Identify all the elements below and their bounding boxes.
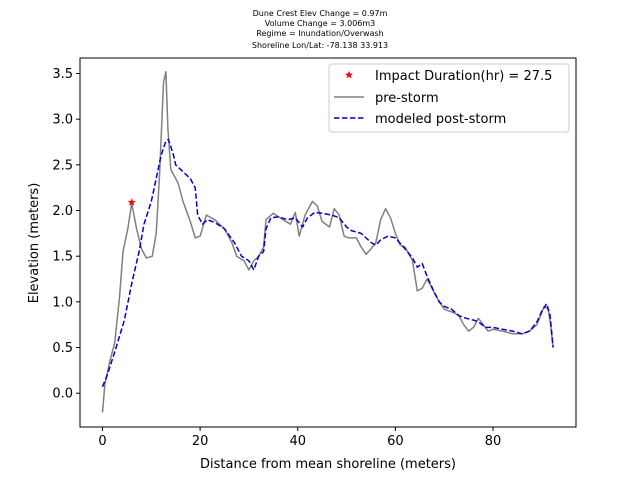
y-tick-label: 0.0	[52, 387, 73, 402]
title-line-4: Shoreline Lon/Lat: -78.138 33.913	[251, 41, 389, 50]
series-line-modeled-post-storm	[101, 138, 554, 388]
x-tick-label: 40	[289, 434, 306, 449]
y-tick-label: 1.5	[52, 250, 73, 265]
series-layer	[101, 70, 554, 413]
legend: Impact Duration(hr) = 27.5 pre-storm mod…	[328, 63, 570, 133]
legend-entry-post-storm: modeled post-storm	[375, 112, 506, 127]
y-tick-label: 1.0	[52, 295, 73, 310]
plot-frame	[79, 57, 577, 428]
x-tick-label: 0	[98, 434, 106, 449]
series-line-pre-storm	[101, 70, 554, 413]
x-axis-label: Distance from mean shoreline (meters)	[200, 457, 456, 472]
y-tick-label: 0.5	[52, 341, 73, 356]
y-tick-label: 2.0	[52, 204, 73, 219]
title-line-1: Dune Crest Elev Change = 0.97m	[252, 9, 388, 18]
x-tick-label: 20	[192, 434, 209, 449]
title-line-2: Volume Change = 3.006m3	[264, 19, 376, 28]
legend-box	[328, 63, 570, 133]
x-tick-label: 80	[485, 434, 502, 449]
marker-layer	[127, 198, 136, 206]
legend-entry-pre-storm: pre-storm	[375, 91, 439, 106]
x-axis-ticks: 0 20 40 60 80	[98, 427, 501, 449]
y-axis-ticks: 0.0 0.5 1.0 1.5 2.0 2.5 3.0 3.5	[52, 67, 80, 402]
legend-entry-impact-duration: Impact Duration(hr) = 27.5	[375, 69, 552, 84]
y-tick-label: 2.5	[52, 158, 73, 173]
title-line-3: Regime = Inundation/Overwash	[256, 29, 384, 38]
impact-duration-star-marker	[127, 198, 136, 206]
y-axis-label: Elevation (meters)	[27, 183, 42, 304]
y-tick-label: 3.5	[52, 67, 73, 82]
legend-star-marker	[345, 70, 353, 79]
x-tick-label: 60	[387, 434, 404, 449]
y-tick-label: 3.0	[52, 113, 73, 128]
